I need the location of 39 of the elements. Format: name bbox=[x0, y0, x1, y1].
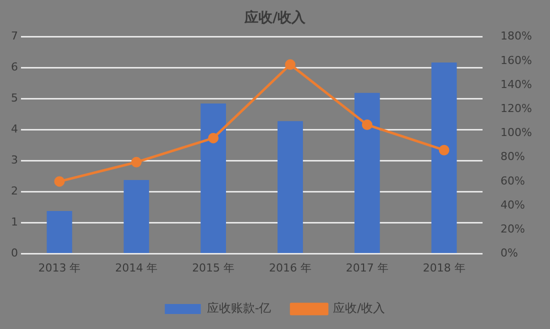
y2-tick-label: 140% bbox=[500, 78, 532, 91]
x-tick-label: 2017 年 bbox=[346, 261, 388, 274]
bar bbox=[278, 121, 303, 254]
legend-label: 应收/收入 bbox=[333, 301, 386, 316]
y-tick-label: 5 bbox=[11, 92, 18, 105]
bar bbox=[354, 92, 380, 254]
bar bbox=[431, 62, 457, 254]
bar bbox=[200, 103, 226, 254]
y-tick-label: 3 bbox=[11, 154, 18, 167]
point bbox=[284, 59, 296, 70]
y2-tick-label: 100% bbox=[500, 126, 532, 140]
x-tick-label: 2014 年 bbox=[115, 261, 158, 274]
x-tick-label: 2013 年 bbox=[38, 261, 81, 274]
point bbox=[438, 144, 450, 156]
bar bbox=[124, 180, 150, 254]
y-tick-label: 4 bbox=[11, 122, 18, 136]
point bbox=[54, 176, 65, 187]
y2-tick-label: 20% bbox=[500, 222, 526, 236]
y-tick-label: 2 bbox=[11, 184, 18, 198]
point bbox=[208, 132, 219, 144]
y-tick-label: 1 bbox=[11, 216, 18, 229]
y2-tick-label: 40% bbox=[500, 198, 526, 212]
legend-label: 应收账款-亿 bbox=[206, 301, 272, 316]
y2-tick-label: 120% bbox=[500, 102, 532, 115]
y2-tick-label: 80% bbox=[500, 150, 526, 164]
y-tick-label: 6 bbox=[11, 60, 18, 74]
y2-tick-label: 160% bbox=[500, 54, 532, 67]
x-tick-label: 2016 年 bbox=[268, 261, 312, 274]
point bbox=[131, 156, 142, 168]
y-tick-label: 0 bbox=[11, 246, 18, 260]
y2-tick-label: 180% bbox=[500, 30, 532, 43]
chart-title: 应收/收入 bbox=[243, 9, 307, 26]
x-tick-label: 2015 年 bbox=[192, 261, 235, 274]
y2-tick-label: 0% bbox=[500, 246, 518, 260]
bar bbox=[46, 211, 72, 254]
y2-tick-label: 60% bbox=[500, 174, 526, 188]
y-tick-label: 7 bbox=[11, 30, 18, 43]
x-tick-label: 2018 年 bbox=[422, 261, 466, 274]
point bbox=[362, 120, 372, 130]
